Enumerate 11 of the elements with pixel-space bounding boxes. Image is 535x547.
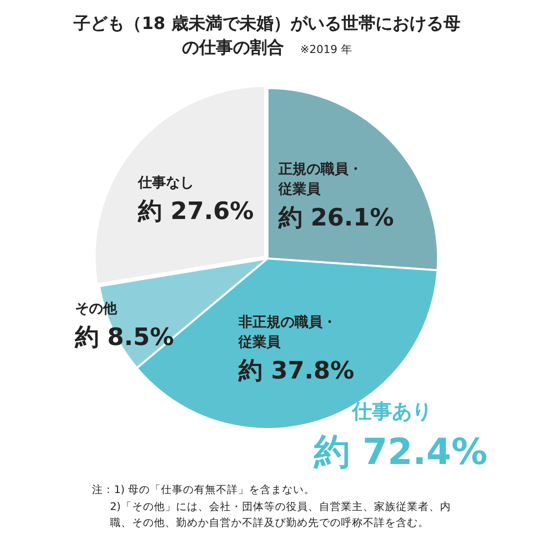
data-label: 約 26.1%	[277, 204, 394, 232]
text: 注：1) 母の「仕事の有無不詳」を含まない。	[92, 483, 316, 497]
slice-label: 正規の職員・従業員	[277, 160, 362, 198]
slice-label: 仕事なし	[137, 174, 194, 191]
data-label: 約 37.8%	[238, 356, 354, 385]
text: 仕事あり	[352, 398, 432, 425]
data-label: 約 27.6%	[137, 196, 254, 225]
text: 2)「その他」には、会社・団体等の役員、自営業主、家族従業者、内職、その他、勤めか自営か不詳及び勤め先での呼称不詳を含む。	[110, 500, 452, 531]
text: 約 72.4%	[314, 431, 488, 475]
slice-label: 非正規の職員・従業員	[238, 314, 337, 351]
chart-subtitle: ※2019 年	[300, 43, 352, 56]
